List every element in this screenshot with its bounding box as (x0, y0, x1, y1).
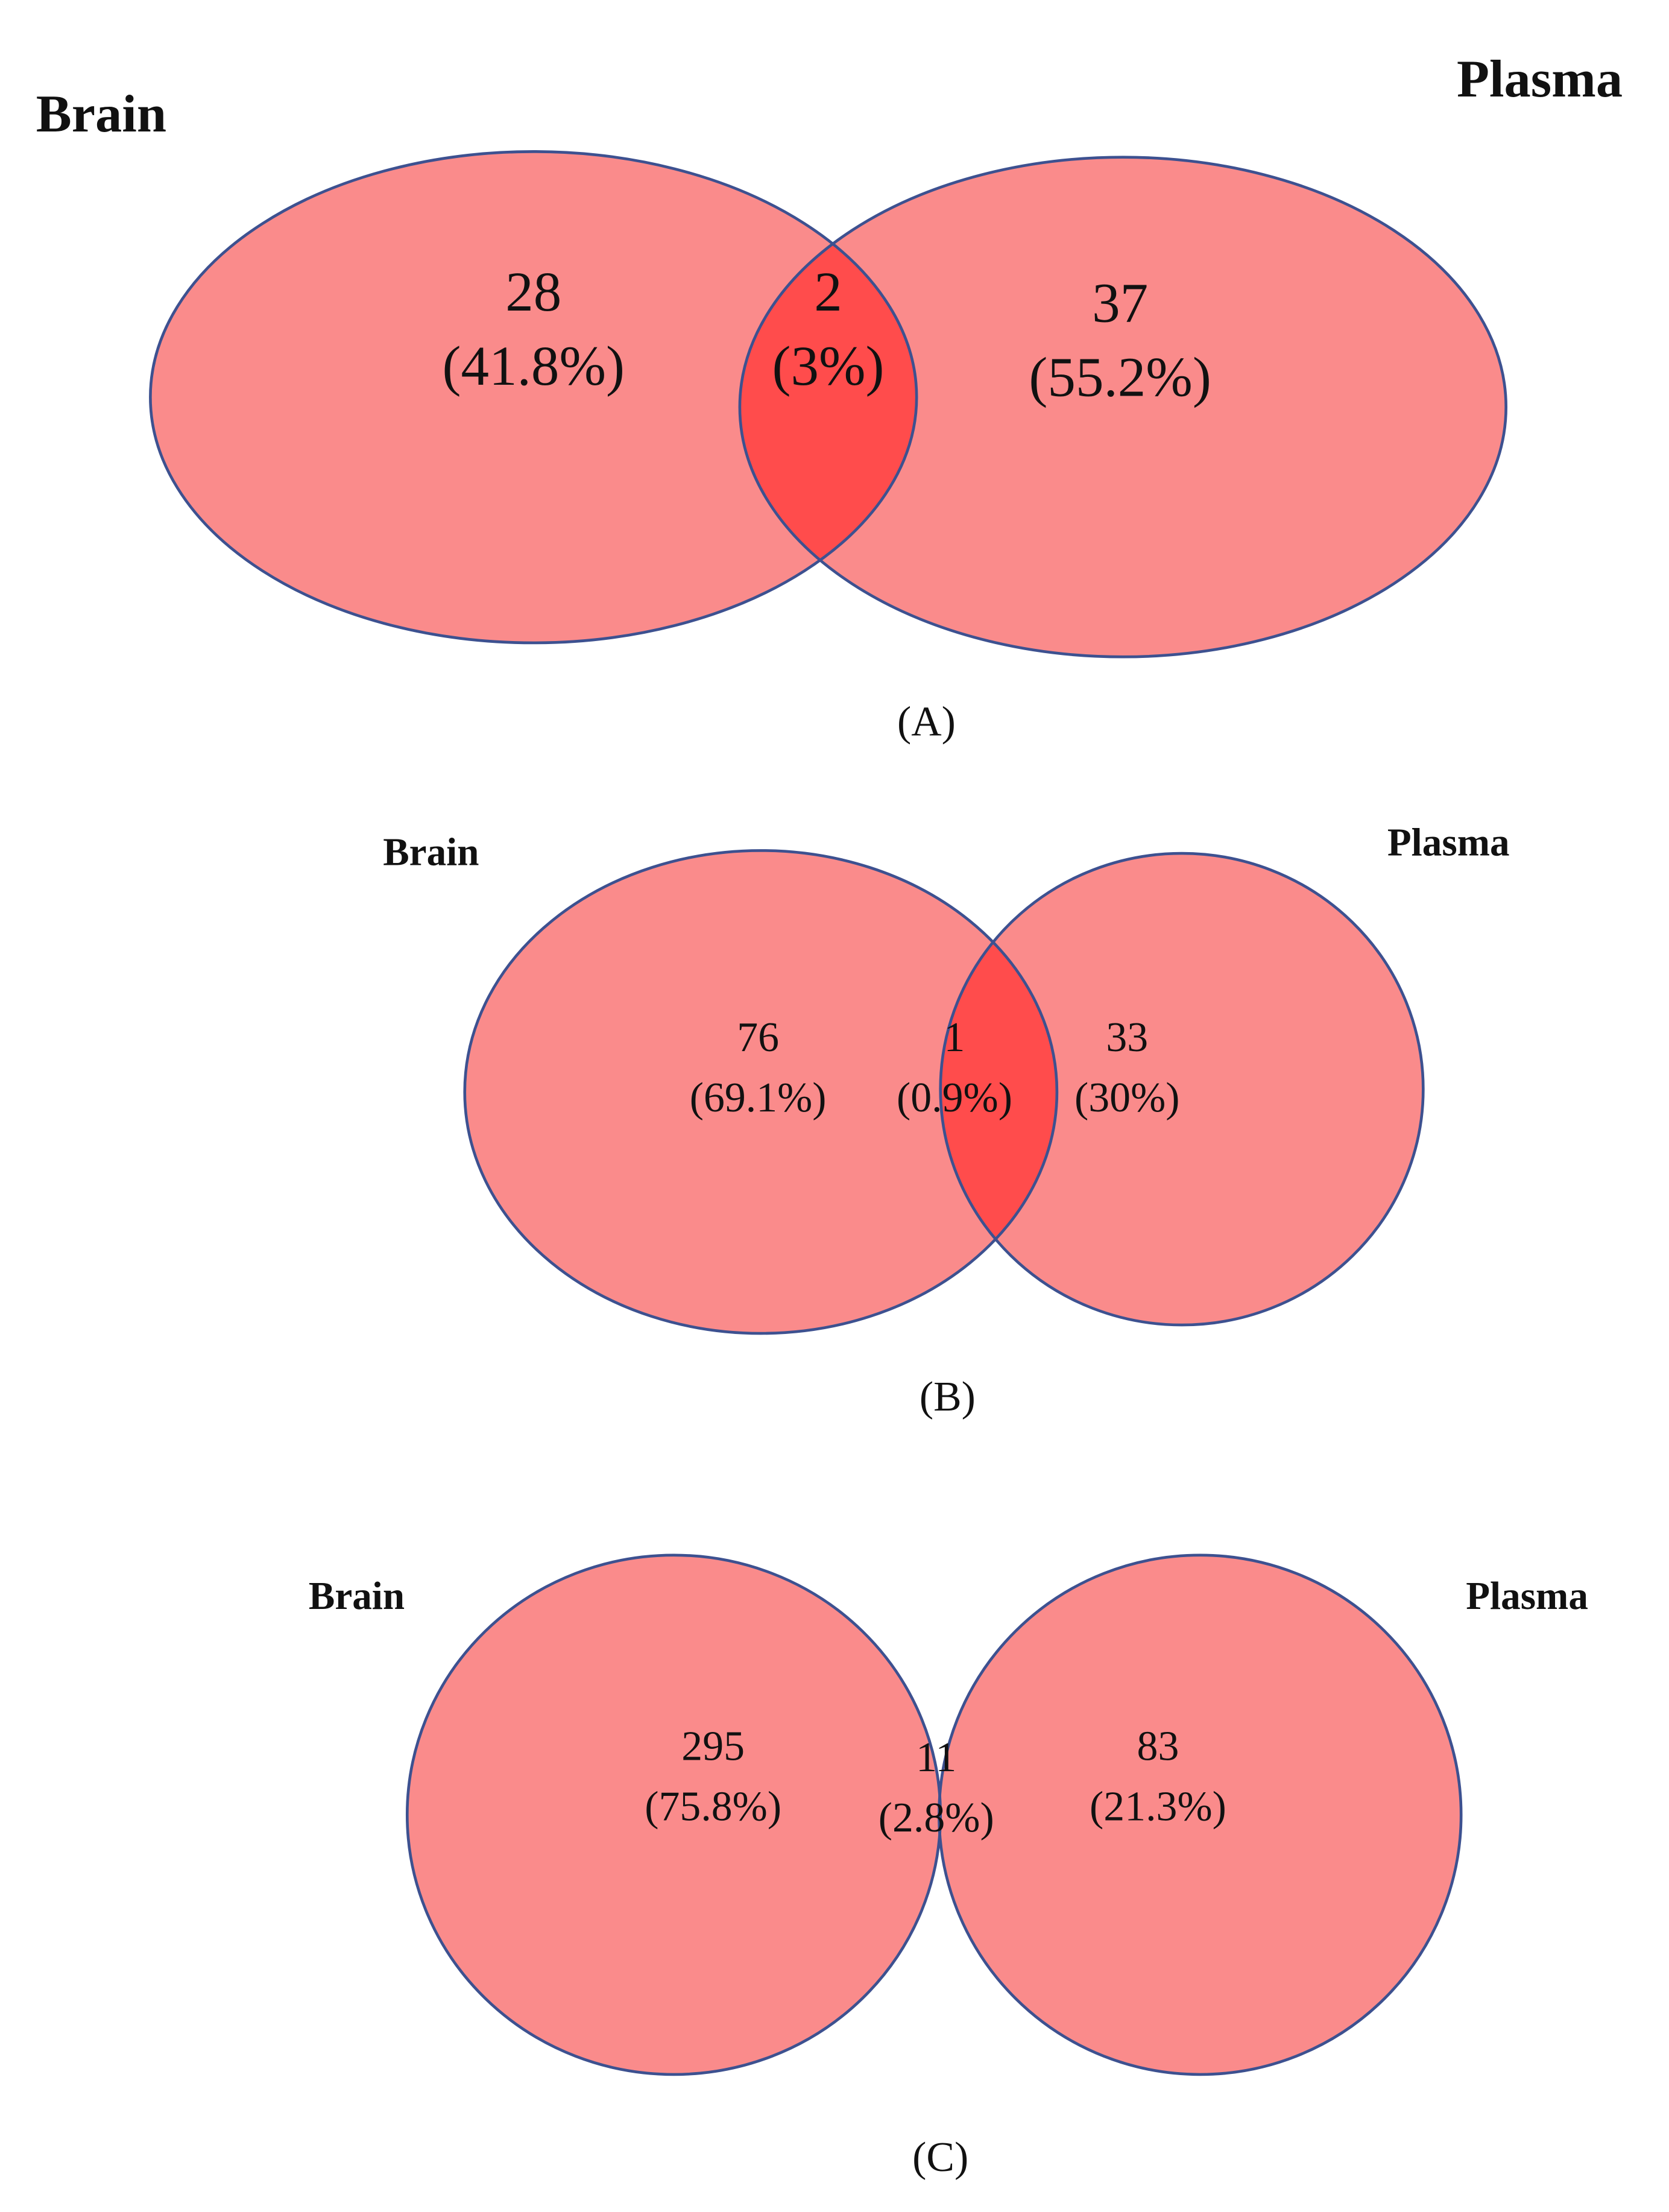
region-percent: (0.9%) (897, 1075, 1012, 1121)
set-outline (463, 849, 1059, 1335)
region-percent: (21.3%) (1090, 1783, 1226, 1830)
region-percent: (30%) (1074, 1075, 1179, 1121)
set-outline (149, 150, 918, 645)
set-label: Plasma (1457, 49, 1623, 109)
region-count: 33 (1106, 1014, 1148, 1061)
region-percent: (41.8%) (443, 335, 625, 397)
panel-label: (B) (920, 1374, 976, 1420)
set-circle (940, 853, 1424, 1326)
region-count: 1 (944, 1014, 965, 1061)
region-count: 83 (1137, 1723, 1179, 1769)
set-label: Brain (383, 831, 479, 874)
set-outline (938, 1553, 1463, 2076)
region-percent: (69.1%) (690, 1075, 827, 1121)
region-count: 11 (916, 1734, 956, 1781)
region-count: 37 (1092, 272, 1148, 334)
set-outline (939, 852, 1425, 1327)
region-count: 295 (681, 1723, 745, 1769)
region-percent: (3%) (772, 335, 884, 397)
panel-label: (C) (912, 2134, 968, 2181)
venn-panel: Brain Plasma 28 (41.8%) 2 (3%) 37 (55.2%) (A) (36, 49, 1623, 745)
venn-panel: Brain Plasma 76 (69.1%) 1 (0.9%) 33 (30%) (B) (383, 821, 1509, 1420)
set-circle (150, 151, 917, 643)
region-count: 2 (814, 261, 842, 323)
region-percent: (55.2%) (1029, 347, 1211, 409)
panel-label: (A) (897, 698, 956, 745)
set-label: Plasma (1387, 821, 1510, 864)
set-circle (939, 1555, 1462, 2075)
set-outline (738, 156, 1507, 659)
set-circle (739, 157, 1506, 657)
region-count: 76 (737, 1014, 779, 1061)
region-percent: (75.8%) (645, 1783, 781, 1830)
set-label: Brain (309, 1575, 405, 1618)
set-label: Brain (36, 84, 166, 144)
set-label: Plasma (1466, 1575, 1588, 1618)
venn-panel: Brain Plasma 295 (75.8%) 11 (2.8%) 83 (21.3%) (C… (309, 1553, 1588, 2181)
set-circle (464, 850, 1057, 1334)
region-percent: (2.8%) (879, 1795, 994, 1841)
region-count: 28 (505, 261, 561, 323)
set-circle (407, 1555, 941, 2075)
